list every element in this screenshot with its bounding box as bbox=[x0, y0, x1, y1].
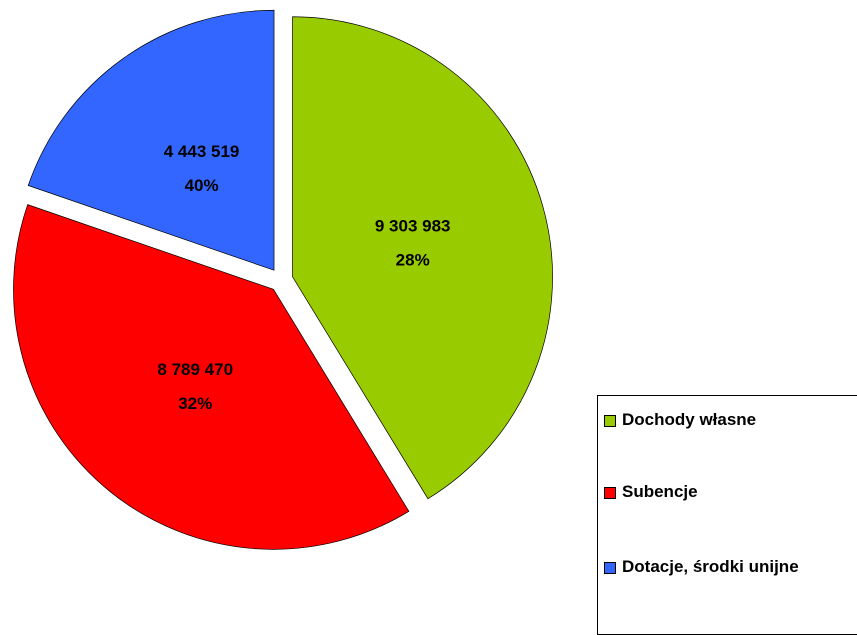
value-label: 9 303 983 bbox=[375, 216, 451, 235]
pie-slice bbox=[292, 16, 553, 500]
percentage-label: 40% bbox=[185, 176, 219, 195]
legend-item: Subencje bbox=[604, 482, 834, 502]
page: 9 303 983 28% 8 789 470 32% 4 443 519 40% Doc… bbox=[13, 9, 857, 635]
pie-slice bbox=[27, 9, 275, 271]
legend-item: Dotacje, środki unijne bbox=[604, 557, 834, 577]
legend-label: Dotacje, środki unijne bbox=[622, 557, 799, 576]
legend-label: Dochody własne bbox=[622, 410, 757, 429]
legend-swatch bbox=[604, 562, 616, 574]
pie-slice bbox=[13, 204, 410, 550]
legend-swatch bbox=[604, 487, 616, 499]
percentage-label: 32% bbox=[178, 394, 212, 413]
value-label: 4 443 519 bbox=[164, 142, 240, 161]
value-label: 8 789 470 bbox=[157, 360, 233, 379]
chart: 9 303 983 28% 8 789 470 32% 4 443 519 40% bbox=[13, 9, 553, 550]
percentage-label: 28% bbox=[396, 250, 430, 269]
legend-item: Dochody własne bbox=[604, 410, 834, 430]
legend-label: Subencje bbox=[622, 482, 698, 501]
legend-swatch bbox=[604, 415, 616, 427]
legend: Dochody własne Subencje Dotacje, środki un… bbox=[597, 395, 857, 635]
